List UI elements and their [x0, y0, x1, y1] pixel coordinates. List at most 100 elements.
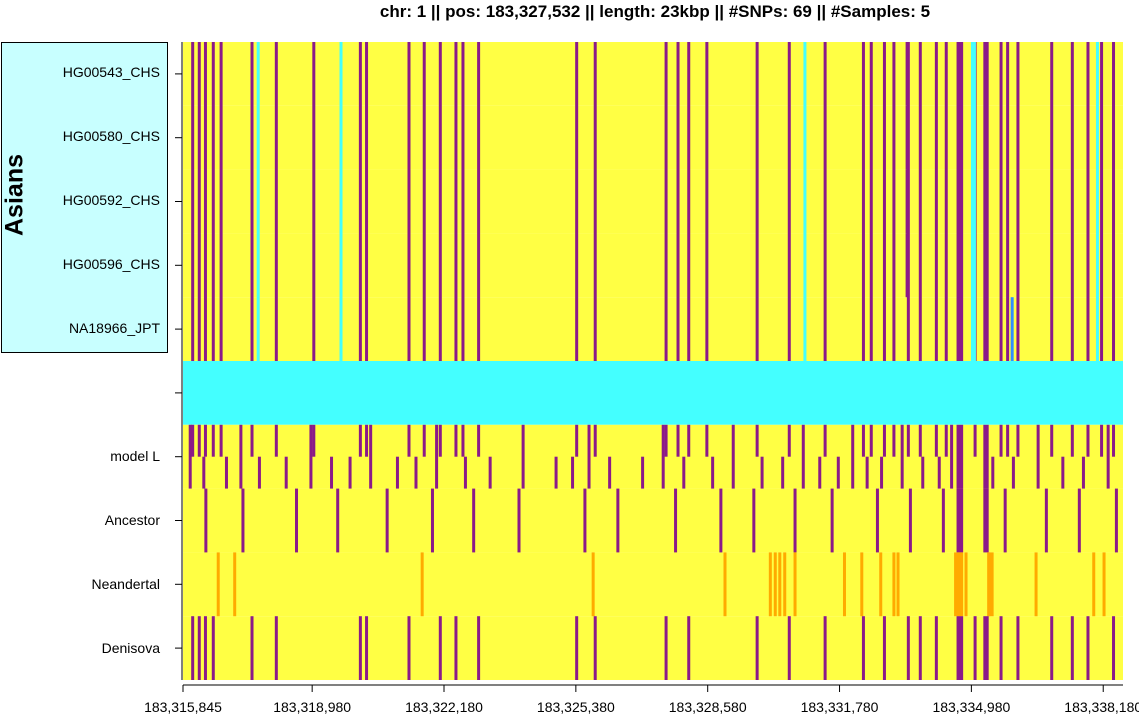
- denisova-snp-bar: [918, 616, 922, 680]
- neandertal-snp-bar: [1092, 552, 1096, 617]
- modelL-snp-bar: [435, 424, 439, 489]
- row-label: HG00596_CHS: [62, 256, 160, 272]
- modelL-snp-bar: [661, 424, 665, 489]
- ancestor-snp-bar: [1044, 488, 1048, 553]
- snp-bar: [934, 42, 938, 361]
- modelL-snp-bar: [880, 456, 884, 489]
- modelL-snp-bar: [851, 424, 855, 489]
- modelL-snp-bar: [865, 456, 869, 489]
- snp-bar: [705, 42, 709, 361]
- sample-row-bg: [183, 42, 1123, 106]
- neandertal-dense-region: [954, 552, 964, 617]
- modelL-snp-bar: [239, 424, 243, 489]
- modelL-snp-bar: [211, 424, 215, 457]
- snp-bar: [477, 42, 481, 361]
- snp-bar: [365, 42, 369, 361]
- modelL-snp-bar: [818, 456, 822, 489]
- ancestor-snp-bar: [430, 488, 434, 553]
- modelL-snp-bar: [823, 424, 827, 457]
- denisova-snp-bar: [1112, 616, 1116, 680]
- modelL-snp-bar: [664, 424, 668, 457]
- snp-bar: [1086, 42, 1090, 361]
- modelL-snp-bar: [1086, 424, 1090, 457]
- snp-bar: [882, 42, 886, 361]
- denisova-snp-bar: [575, 616, 579, 680]
- snp-bar: [1006, 42, 1010, 361]
- modelL-snp-bar: [554, 456, 558, 489]
- snp-bar: [892, 42, 896, 361]
- modelL-snp-bar: [257, 456, 261, 489]
- snp-bar: [358, 42, 362, 361]
- cyan-snp-bar: [1095, 42, 1099, 361]
- modelL-snp-bar: [950, 424, 954, 489]
- modelL-snp-bar: [608, 456, 612, 489]
- modelL-snp-bar: [274, 424, 278, 457]
- modelL-dense-region: [956, 424, 964, 489]
- snp-bar: [593, 42, 597, 361]
- partial-snp-bar: [905, 233, 909, 298]
- neandertal-snp-bar: [233, 552, 237, 617]
- modelL-snp-bar: [414, 456, 418, 489]
- cyan-snp-bar: [970, 42, 976, 361]
- modelL-snp-bar: [477, 424, 481, 457]
- modelL-snp-bar: [330, 456, 334, 489]
- neandertal-snp-bar: [773, 552, 777, 617]
- modelL-snp-bar: [999, 424, 1003, 457]
- modelL-snp-bar: [284, 456, 288, 489]
- row-label: NA18966_JPT: [68, 320, 160, 336]
- row-label: Neandertal: [91, 576, 161, 592]
- modelL-snp-bar: [676, 424, 680, 457]
- modelL-snp-bar: [836, 456, 840, 489]
- modelL-snp-bar: [882, 424, 886, 457]
- reference-row-bg: [183, 488, 1123, 553]
- snp-bar: [823, 42, 827, 361]
- snp-bar: [219, 42, 223, 361]
- neandertal-snp-bar: [892, 552, 896, 617]
- neandertal-dense-region: [987, 552, 994, 617]
- reference-row-bg: [183, 552, 1123, 617]
- modelL-snp-bar: [1081, 456, 1085, 489]
- modelL-snp-bar: [1061, 456, 1065, 489]
- denisova-snp-bar: [365, 616, 369, 680]
- modelL-snp-bar: [1100, 424, 1104, 457]
- chart-title: chr: 1 || pos: 183,327,532 || length: 23…: [379, 2, 931, 21]
- modelL-snp-bar: [422, 424, 426, 457]
- snp-bar: [787, 42, 791, 361]
- denisova-snp-bar: [999, 616, 1003, 680]
- neandertal-snp-bar: [216, 552, 220, 617]
- snp-bar: [944, 42, 948, 361]
- modelL-snp-bar: [944, 424, 948, 457]
- sample-row-bg: [183, 105, 1123, 170]
- snp-bar: [461, 42, 465, 361]
- sample-row-bg: [183, 169, 1123, 234]
- denisova-snp-bar: [191, 616, 195, 680]
- ancestor-snp-bar: [875, 488, 879, 553]
- cyan-snp-bar: [339, 42, 343, 361]
- modelL-snp-bar: [801, 424, 805, 489]
- snp-bar: [274, 42, 278, 361]
- denisova-snp-bar: [477, 616, 481, 680]
- dense-snp-region: [983, 42, 989, 361]
- denisova-dense-region: [956, 616, 964, 680]
- modelL-snp-bar: [521, 424, 525, 489]
- snp-bar: [1070, 42, 1074, 361]
- snp-bar: [676, 42, 680, 361]
- snp-bar: [407, 42, 411, 361]
- partial-snp-bar: [905, 105, 909, 170]
- denisova-snp-bar: [438, 616, 442, 680]
- modelL-snp-bar: [575, 424, 579, 457]
- modelL-snp-bar: [687, 424, 691, 457]
- modelL-snp-bar: [937, 456, 941, 489]
- denisova-snp-bar: [1050, 616, 1054, 680]
- modelL-snp-bar: [1050, 424, 1054, 457]
- modelL-snp-bar: [641, 456, 645, 489]
- modelL-snp-bar: [918, 424, 922, 457]
- snp-bar: [1050, 42, 1054, 361]
- modelL-snp-bar: [312, 424, 316, 457]
- ancestor-snp-bar: [793, 488, 797, 553]
- partial-snp-bar: [905, 42, 909, 106]
- row-label: model L: [110, 448, 160, 464]
- modelL-snp-bar: [869, 424, 873, 457]
- modelL-snp-bar: [760, 456, 764, 489]
- neandertal-snp-bar: [591, 552, 595, 617]
